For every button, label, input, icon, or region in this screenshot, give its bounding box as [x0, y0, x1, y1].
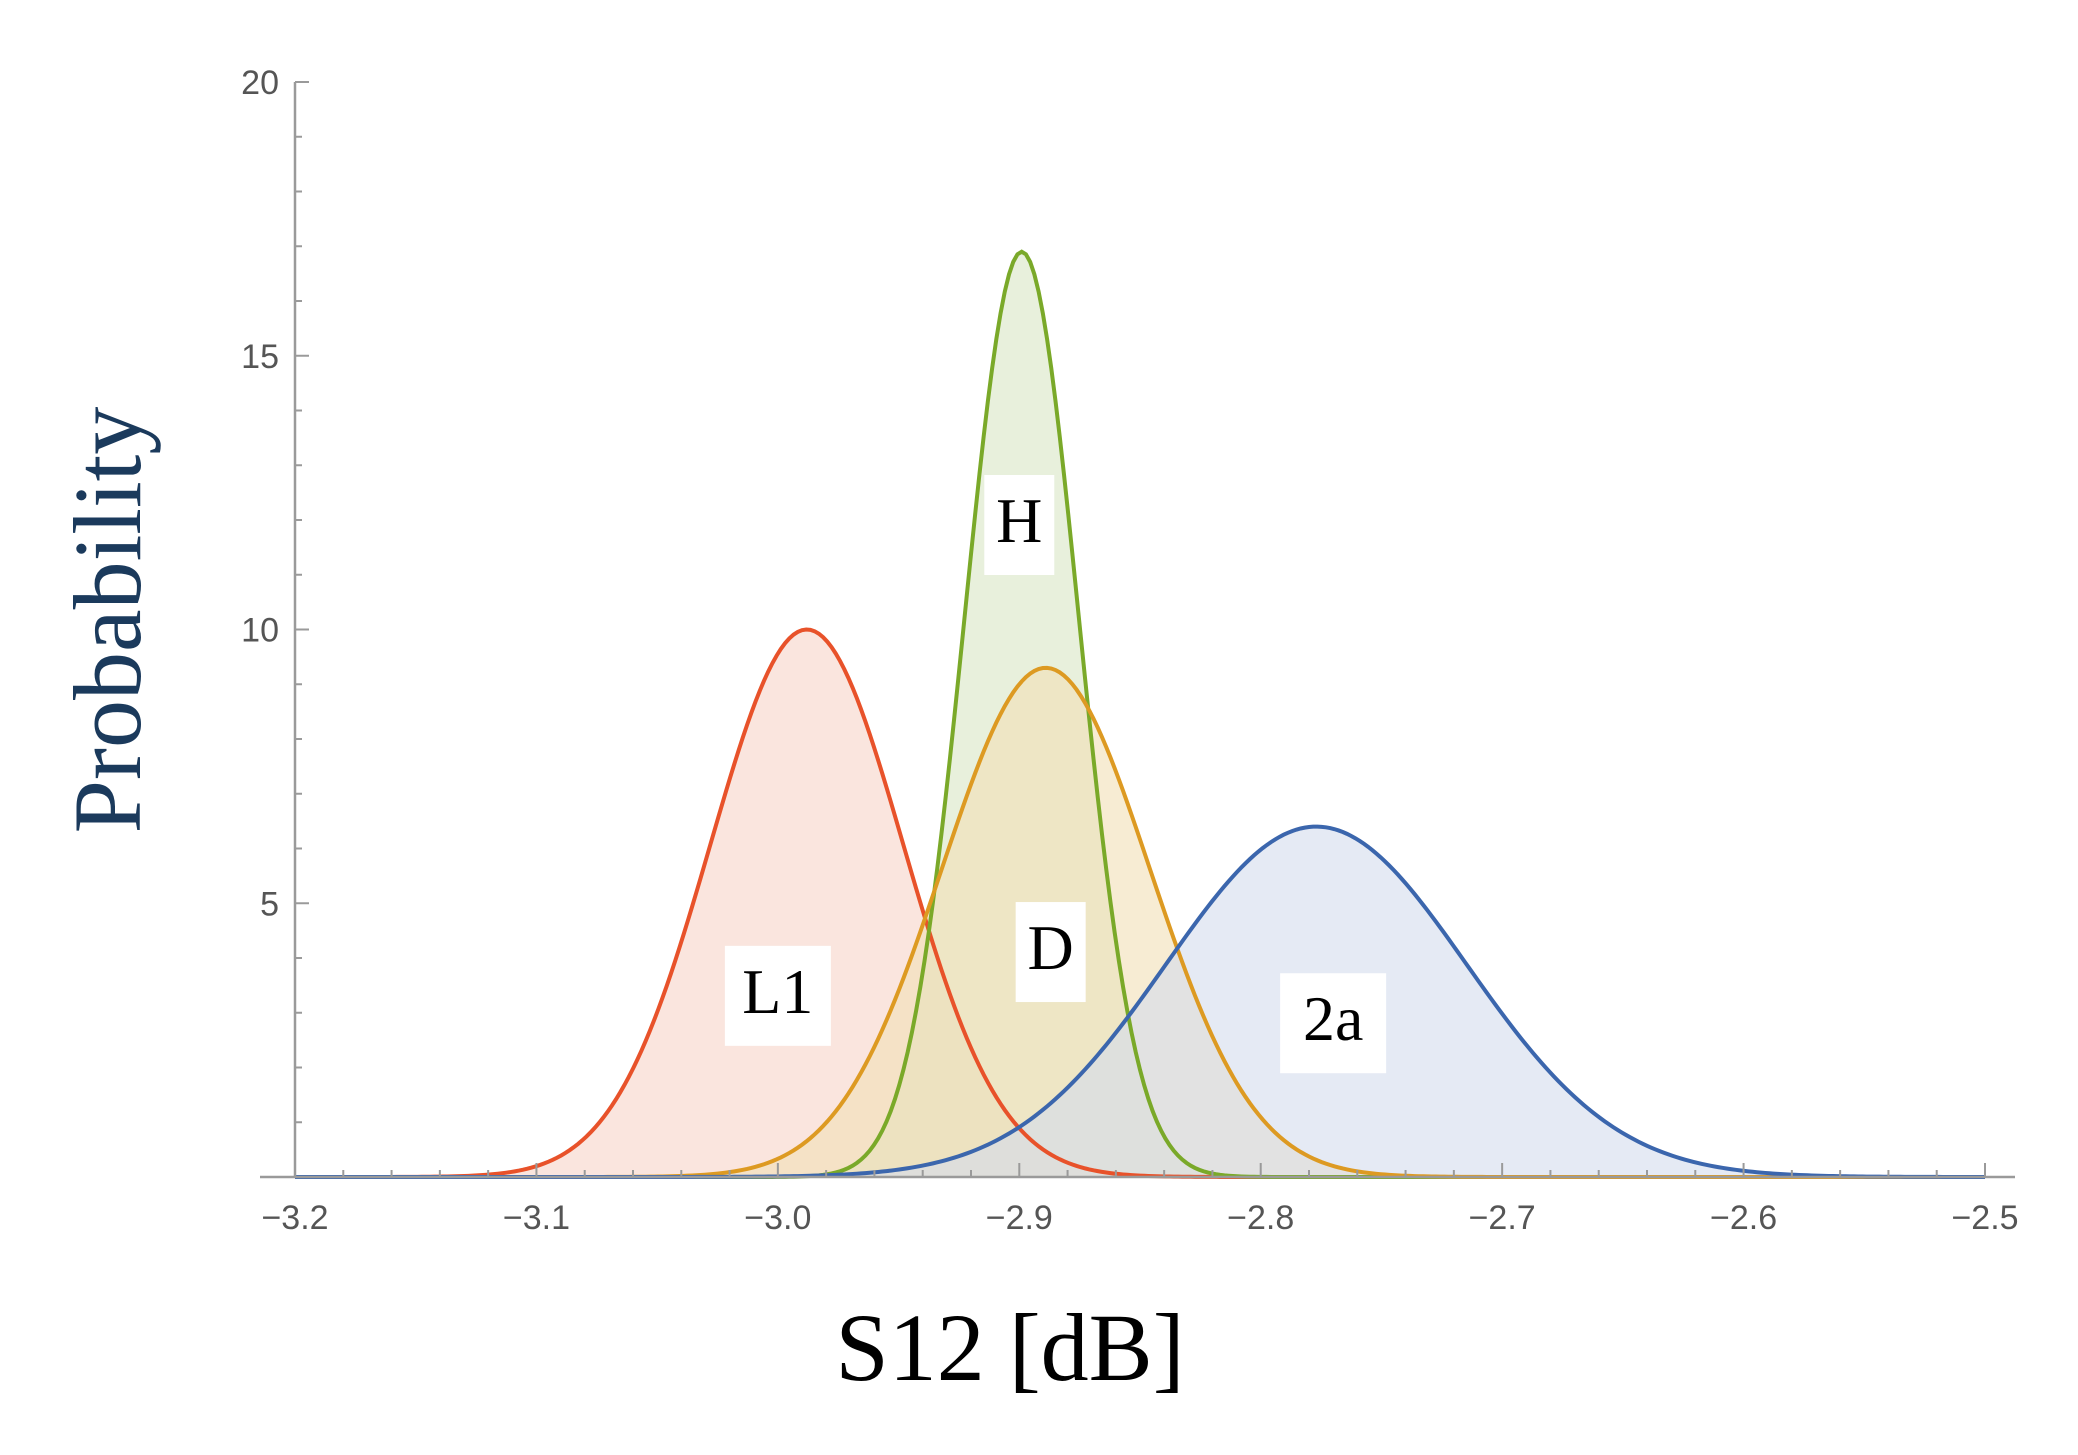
- x-tick-label: −2.5: [1951, 1199, 2018, 1237]
- curve-fills: [295, 251, 1985, 1178]
- curve-label-box: [984, 475, 1055, 575]
- curve-label-d: D: [1015, 902, 1086, 1003]
- y-axis-title: Probability: [54, 407, 161, 834]
- curve-fill-l1: [295, 629, 1985, 1177]
- curve-label-box: [724, 945, 831, 1046]
- curve-fill-d: [295, 667, 1985, 1177]
- curve-label-text: H: [996, 485, 1042, 556]
- curve-label-text: D: [1028, 912, 1074, 983]
- x-tick-label: −2.9: [986, 1199, 1053, 1237]
- y-tick-label: 20: [241, 64, 279, 102]
- y-tick-label: 5: [260, 885, 279, 923]
- curve-label-box: [1280, 973, 1387, 1074]
- y-tick-label: 15: [241, 338, 279, 376]
- x-tick-label: −2.8: [1227, 1199, 1294, 1237]
- x-tick-label: −2.7: [1469, 1199, 1536, 1237]
- curve-label-h: H: [984, 475, 1055, 575]
- curve-label-2a: 2a: [1280, 973, 1387, 1074]
- x-tick-label: −3.0: [744, 1199, 811, 1237]
- curve-labels: L1 H D 2a: [724, 475, 1387, 1074]
- y-tick-label: 10: [241, 612, 279, 650]
- curve-label-text: 2a: [1303, 983, 1363, 1054]
- x-tick-label: −3.2: [261, 1199, 328, 1237]
- curve-label-l1: L1: [724, 945, 831, 1046]
- y-ticks: 5 10 15 20: [241, 64, 309, 1124]
- curve-label-text: L1: [742, 956, 813, 1027]
- axes: −3.2 −3.1 −3.0 −2.9 −2.8 −2.7 −2.6 −2.5 5 10 15 20: [241, 64, 2018, 1237]
- x-axis-title: S12 [dB]: [835, 1294, 1184, 1401]
- x-tick-label: −3.1: [503, 1199, 570, 1237]
- curve-label-box: [1015, 902, 1086, 1003]
- x-ticks: −3.2 −3.1 −3.0 −2.9 −2.8 −2.7 −2.6 −2.5: [261, 1163, 2019, 1237]
- x-tick-label: −2.6: [1710, 1199, 1777, 1237]
